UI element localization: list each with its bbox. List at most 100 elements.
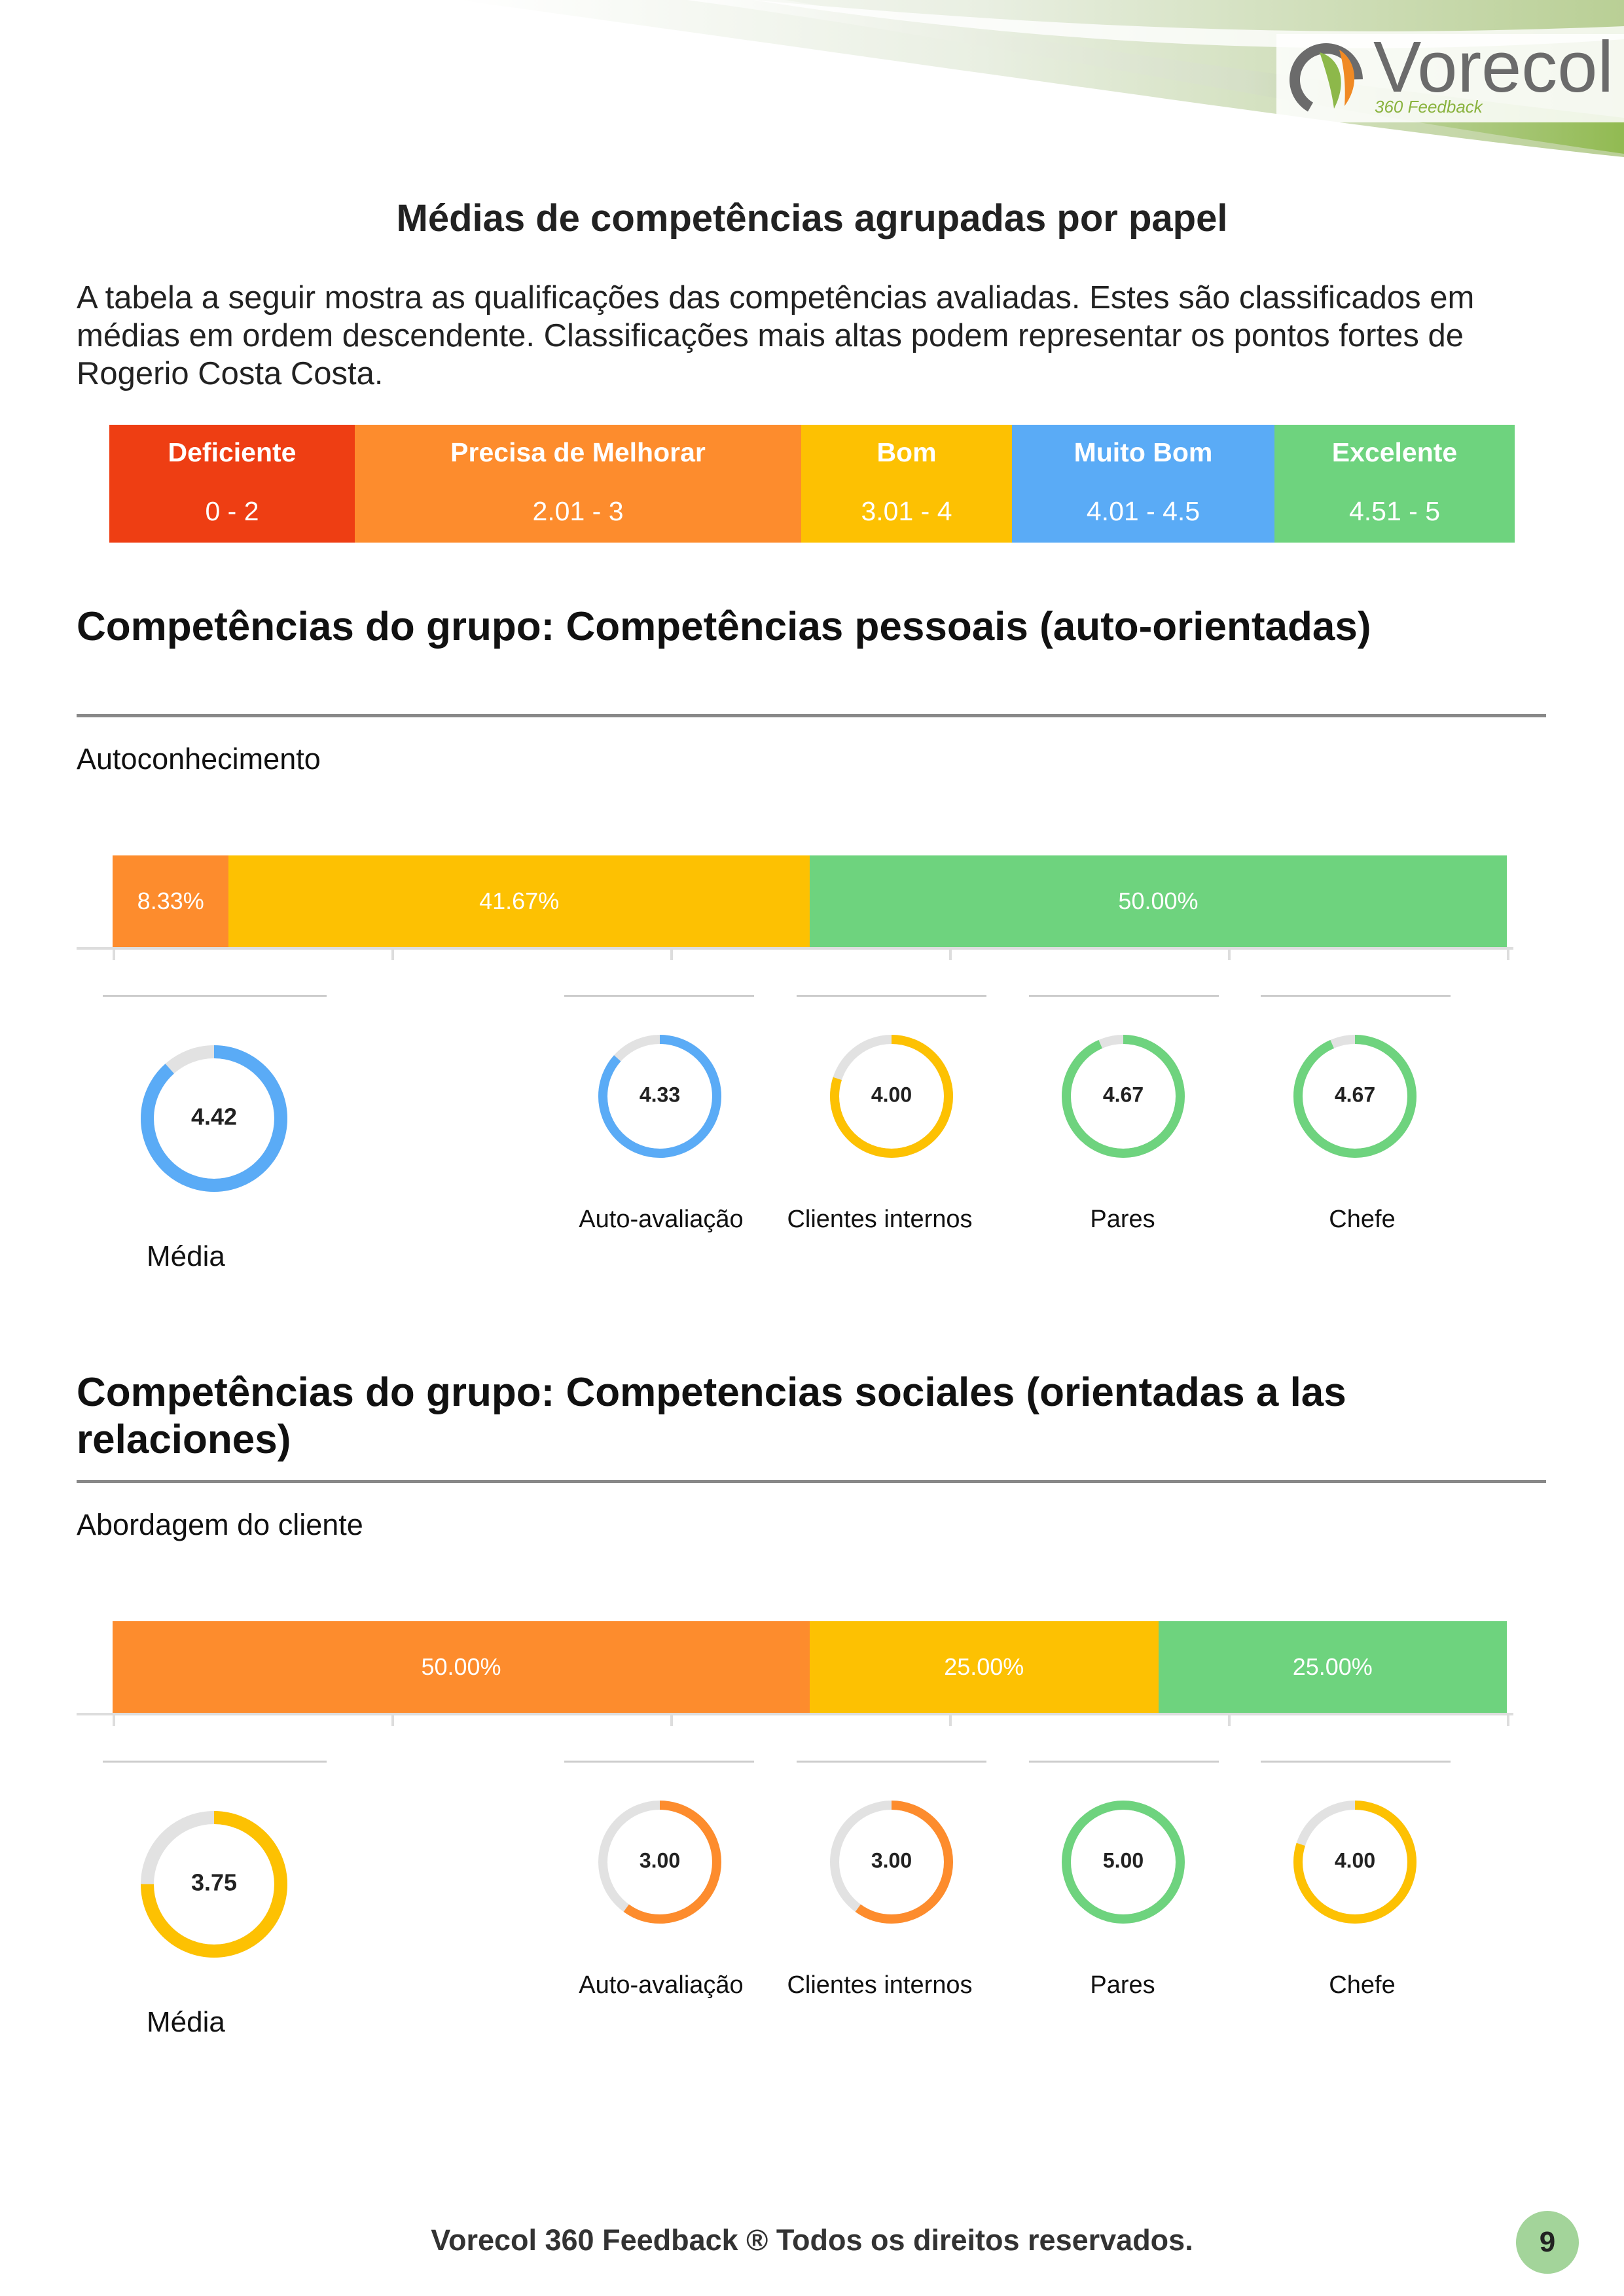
axis-tick bbox=[113, 947, 115, 960]
separator bbox=[797, 995, 986, 997]
distribution-bar: 50.00% 25.00% 25.00% bbox=[113, 1621, 1507, 1713]
bar-segment: 41.67% bbox=[228, 855, 810, 947]
donut-arc bbox=[141, 1811, 287, 1958]
donut-arc bbox=[830, 1035, 953, 1158]
competency-name: Abordagem do cliente bbox=[77, 1508, 363, 1541]
role-label: Chefe bbox=[1329, 1971, 1396, 1999]
role-donut: 4.33 bbox=[598, 1035, 721, 1158]
role-donut: 3.00 bbox=[598, 1801, 721, 1924]
donut-arc bbox=[1293, 1035, 1416, 1158]
bar-segment: 25.00% bbox=[810, 1621, 1159, 1713]
separator bbox=[1029, 995, 1219, 997]
donut-value: 5.00 bbox=[1103, 1848, 1144, 1872]
role-donut: 4.67 bbox=[1293, 1035, 1416, 1158]
legend-deficiente: Deficiente 0 - 2 bbox=[109, 425, 355, 543]
legend-bom: Bom 3.01 - 4 bbox=[801, 425, 1012, 543]
bar-segment: 25.00% bbox=[1158, 1621, 1507, 1713]
separator bbox=[1261, 995, 1451, 997]
divider bbox=[77, 1480, 1546, 1483]
bar-segment: 50.00% bbox=[809, 855, 1507, 947]
legend-label: Muito Bom bbox=[1074, 437, 1213, 467]
bar-segment: 8.33% bbox=[113, 855, 229, 947]
axis-tick bbox=[949, 1713, 952, 1726]
separator bbox=[1029, 1761, 1219, 1763]
legend-label: Excelente bbox=[1331, 437, 1458, 467]
page-title: Médias de competências agrupadas por pap… bbox=[396, 197, 1228, 240]
vorecol-logo-icon bbox=[1290, 43, 1363, 117]
legend-muito-bom: Muito Bom 4.01 - 4.5 bbox=[1012, 425, 1274, 543]
average-donut: 3.75 bbox=[141, 1811, 287, 1958]
separator bbox=[564, 995, 754, 997]
donut-value: 4.33 bbox=[640, 1083, 680, 1106]
legend-range: 0 - 2 bbox=[205, 496, 259, 526]
average-donut: 4.42 bbox=[141, 1045, 287, 1192]
bar-axis bbox=[77, 1713, 1513, 1715]
role-donut: 3.00 bbox=[830, 1801, 953, 1924]
role-label: Pares bbox=[1090, 1206, 1155, 1233]
donut-value: 4.67 bbox=[1103, 1083, 1144, 1106]
legend-label: Deficiente bbox=[168, 437, 297, 467]
footer-copyright: Vorecol 360 Feedback ® Todos os direitos… bbox=[431, 2223, 1193, 2257]
axis-tick bbox=[113, 1713, 115, 1726]
legend-range: 4.01 - 4.5 bbox=[1086, 496, 1200, 526]
legend-range: 3.01 - 4 bbox=[861, 496, 952, 526]
axis-tick bbox=[1507, 1713, 1509, 1726]
axis-tick bbox=[391, 947, 394, 960]
role-label: Pares bbox=[1090, 1971, 1155, 1999]
role-label: Chefe bbox=[1329, 1206, 1396, 1233]
role-donut: 5.00 bbox=[1062, 1801, 1185, 1924]
average-label: Média bbox=[147, 2006, 225, 2038]
donut-value: 4.67 bbox=[1335, 1083, 1375, 1106]
average-label: Média bbox=[147, 1240, 225, 1272]
donut-value: 4.00 bbox=[871, 1083, 912, 1106]
axis-tick bbox=[1228, 947, 1231, 960]
separator bbox=[564, 1761, 754, 1763]
group-title: Competências do grupo: Competências pess… bbox=[77, 604, 1371, 649]
legend-label: Bom bbox=[876, 437, 937, 467]
axis-tick bbox=[1507, 947, 1509, 960]
logo-name: Vorecol bbox=[1373, 27, 1614, 107]
role-label: Auto-avaliação bbox=[579, 1206, 744, 1233]
bar-segment: 50.00% bbox=[113, 1621, 810, 1713]
axis-tick bbox=[670, 947, 673, 960]
donut-value: 4.42 bbox=[191, 1103, 237, 1130]
legend-precisa-melhorar: Precisa de Melhorar 2.01 - 3 bbox=[355, 425, 801, 543]
separator bbox=[797, 1761, 986, 1763]
legend-label: Precisa de Melhorar bbox=[450, 437, 706, 467]
legend-range: 2.01 - 3 bbox=[532, 496, 624, 526]
role-label: Auto-avaliação bbox=[579, 1971, 744, 1999]
separator bbox=[103, 995, 327, 997]
group-title: Competências do grupo: Competencias soci… bbox=[77, 1370, 1346, 1462]
donut-arc bbox=[1062, 1035, 1185, 1158]
logo-subtitle: 360 Feedback bbox=[1375, 97, 1483, 117]
page-number-badge: 9 bbox=[1516, 2211, 1579, 2274]
legend-excelente: Excelente 4.51 - 5 bbox=[1274, 425, 1515, 543]
axis-tick bbox=[391, 1713, 394, 1726]
role-donut: 4.00 bbox=[1293, 1801, 1416, 1924]
donut-arc bbox=[1293, 1801, 1416, 1924]
competency-name: Autoconhecimento bbox=[77, 742, 321, 776]
bar-axis bbox=[77, 947, 1513, 950]
role-donut: 4.00 bbox=[830, 1035, 953, 1158]
separator bbox=[103, 1761, 327, 1763]
intro-paragraph: A tabela a seguir mostra as qualificaçõe… bbox=[77, 280, 1475, 391]
axis-tick bbox=[949, 947, 952, 960]
donut-value: 3.00 bbox=[640, 1848, 680, 1872]
divider bbox=[77, 714, 1546, 717]
distribution-bar: 8.33% 41.67% 50.00% bbox=[113, 855, 1507, 947]
donut-arc bbox=[141, 1045, 287, 1192]
donut-arc bbox=[598, 1035, 721, 1158]
donut-arc bbox=[598, 1801, 721, 1924]
role-donut: 4.67 bbox=[1062, 1035, 1185, 1158]
axis-tick bbox=[670, 1713, 673, 1726]
rating-legend-table: Deficiente 0 - 2 Precisa de Melhorar 2.0… bbox=[109, 425, 1515, 543]
role-label: Clientes internos bbox=[787, 1971, 973, 1999]
role-label: Clientes internos bbox=[787, 1206, 973, 1233]
donut-value: 3.00 bbox=[871, 1848, 912, 1872]
donut-value: 3.75 bbox=[191, 1869, 237, 1896]
separator bbox=[1261, 1761, 1451, 1763]
donut-arc bbox=[830, 1801, 953, 1924]
legend-range: 4.51 - 5 bbox=[1348, 496, 1441, 526]
donut-arc bbox=[1062, 1801, 1185, 1924]
axis-tick bbox=[1228, 1713, 1231, 1726]
